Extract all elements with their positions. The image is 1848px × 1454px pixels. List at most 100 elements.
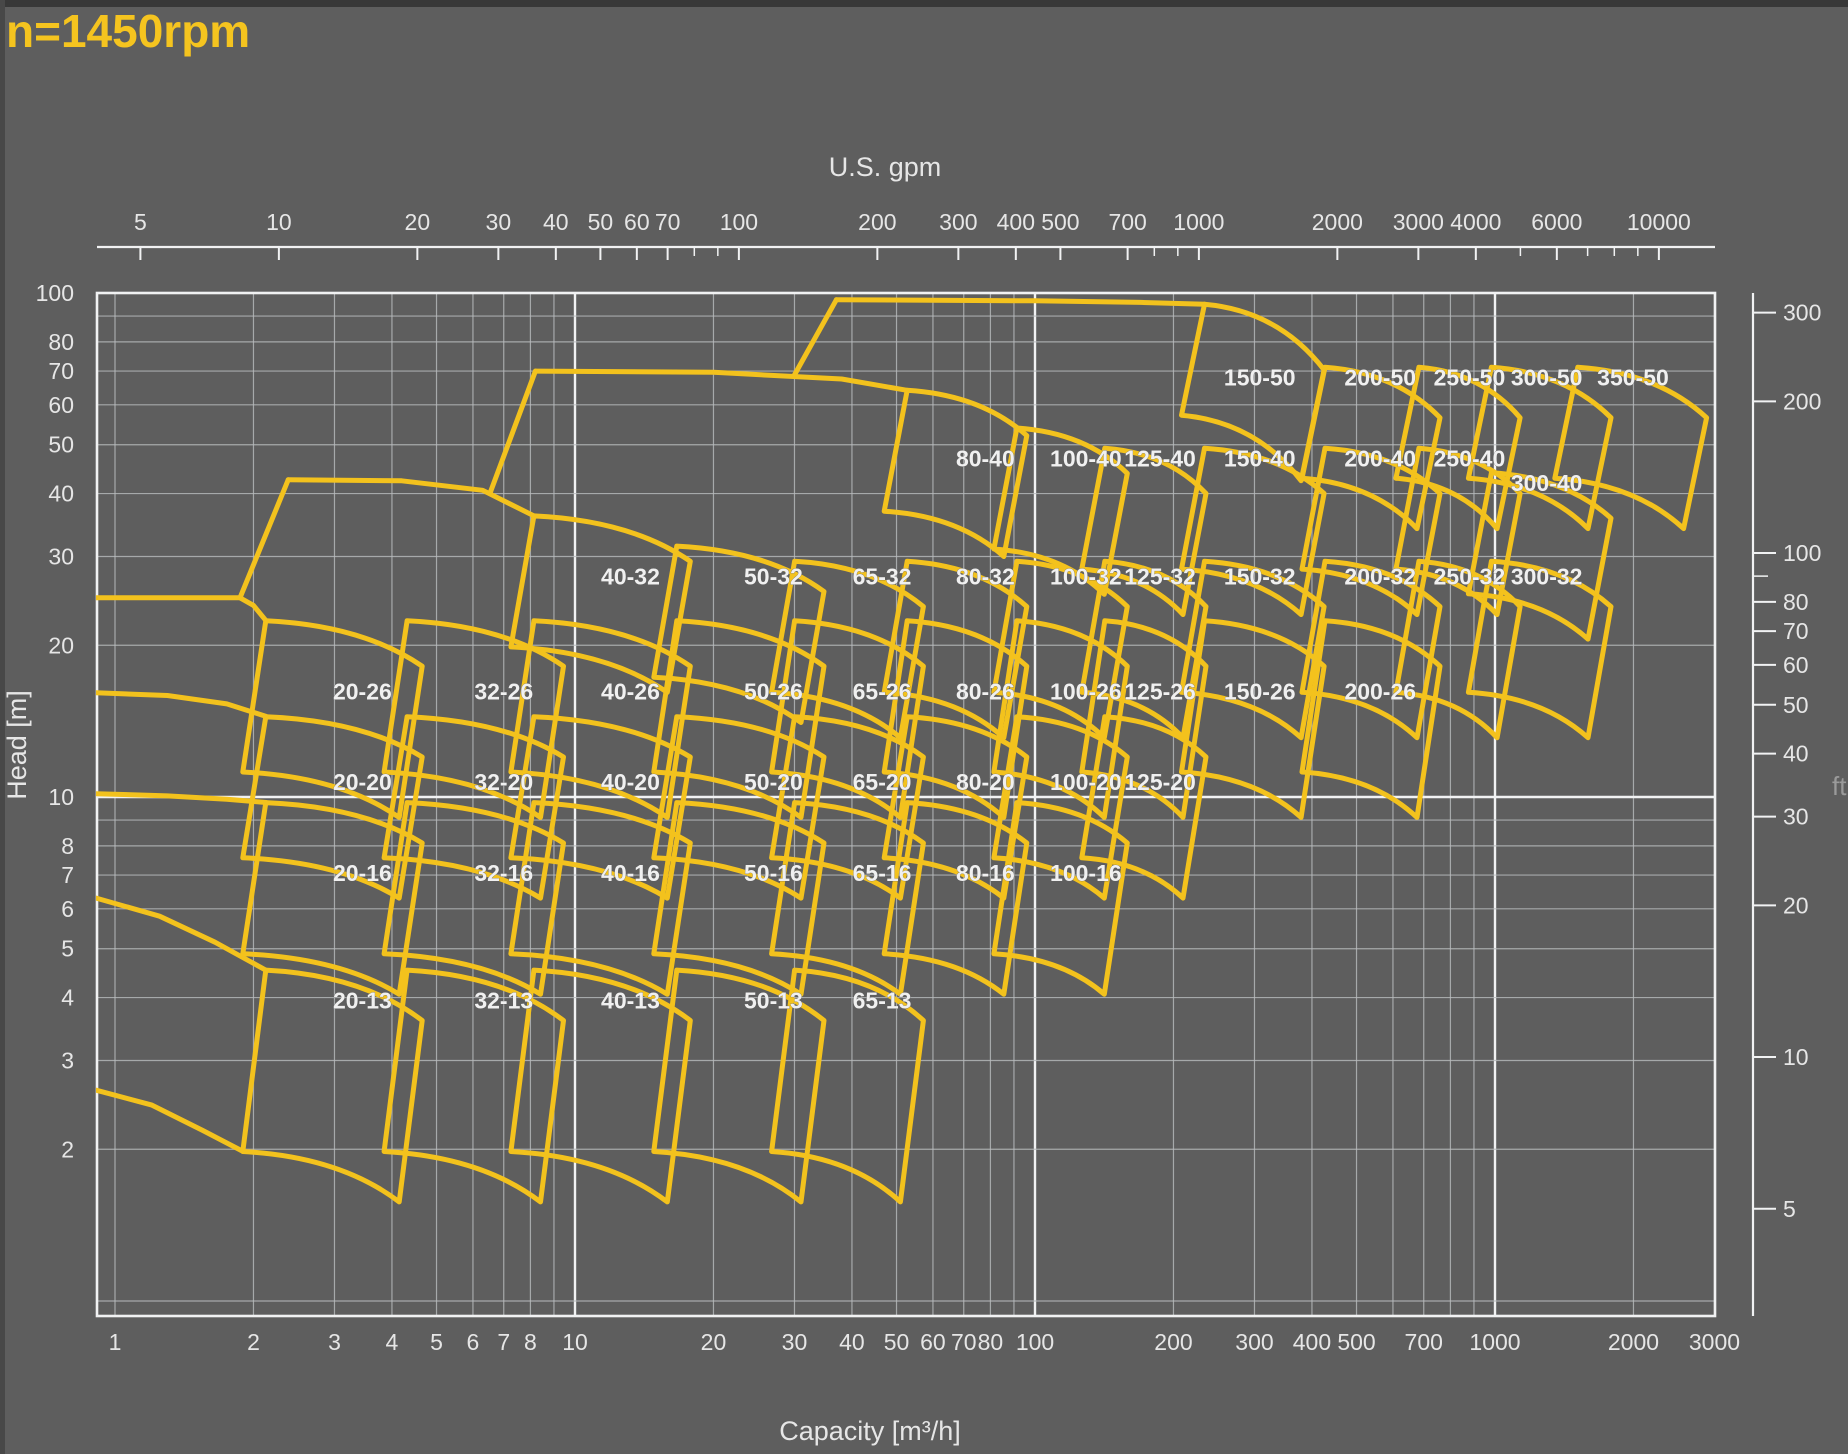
pump-tile-80-20	[881, 714, 1030, 901]
pump-row-envelope-row-32-top	[285, 477, 537, 519]
pump-tile-100-40	[991, 425, 1130, 597]
pump-tile-200-26	[1299, 618, 1443, 820]
plot-border	[95, 291, 1717, 1318]
pump-label-20-26: 20-26	[333, 678, 392, 704]
pump-tile-200-50	[1299, 364, 1443, 532]
pump-label-40-32: 40-32	[601, 563, 660, 589]
left-axis-tick-label: 3	[61, 1048, 74, 1074]
pump-row-envelope-row-13-bottom	[96, 1087, 246, 1154]
pump-label-125-20: 125-20	[1124, 769, 1196, 795]
top-axis-tick-label: 3000	[1393, 209, 1444, 235]
pump-label-300-40: 300-40	[1511, 470, 1583, 496]
bottom-axis-tick-label: 70	[951, 1329, 977, 1355]
pump-label-100-20: 100-20	[1050, 769, 1122, 795]
top-axis-tick-label: 30	[486, 209, 512, 235]
left-axis-tick-label: 5	[61, 936, 74, 962]
right-axis-tick-label: 40	[1783, 741, 1809, 767]
top-axis-tick-label: 700	[1108, 209, 1146, 235]
pump-row-envelope-row-16-top	[96, 791, 269, 805]
right-axis-tick-label: 70	[1783, 618, 1809, 644]
left-axis-tick-label: 70	[48, 358, 74, 384]
pump-label-50-13: 50-13	[744, 987, 803, 1013]
pump-tile-40-13	[508, 967, 693, 1205]
bottom-axis-tick-label: 8	[524, 1329, 537, 1355]
pump-label-32-16: 32-16	[474, 860, 533, 886]
pump-label-150-26: 150-26	[1224, 678, 1296, 704]
pump-label-65-13: 65-13	[853, 987, 912, 1013]
bottom-axis-tick-label: 400	[1293, 1329, 1331, 1355]
pump-tile-50-26	[651, 618, 827, 820]
pump-row-envelope-row-20-top	[96, 690, 269, 719]
pump-label-150-40: 150-40	[1224, 445, 1296, 471]
left-axis-tick-label: 8	[61, 833, 74, 859]
right-axis-tick-label: 10	[1783, 1044, 1809, 1070]
pump-tile-300-50	[1465, 364, 1614, 532]
pump-label-250-32: 250-32	[1434, 563, 1506, 589]
top-axis-title: U.S. gpm	[829, 152, 942, 182]
top-axis-tick-label: 400	[997, 209, 1035, 235]
pump-tile-65-16	[769, 800, 926, 997]
bottom-axis-tick-label: 30	[782, 1329, 808, 1355]
pump-label-150-50: 150-50	[1224, 364, 1296, 390]
top-axis-tick-label: 10000	[1627, 209, 1691, 235]
pump-label-20-13: 20-13	[333, 987, 392, 1013]
pump-tile-150-26	[1179, 618, 1327, 820]
pump-row-envelope-row-26-top	[96, 595, 269, 624]
pump-tile-300-32	[1465, 558, 1614, 741]
bottom-axis-tick-label: 2000	[1608, 1329, 1659, 1355]
pump-label-125-40: 125-40	[1124, 445, 1196, 471]
pump-label-200-40: 200-40	[1344, 445, 1416, 471]
pump-label-32-13: 32-13	[474, 987, 533, 1013]
bottom-axis-tick-label: 60	[920, 1329, 946, 1355]
left-axis-tick-label: 7	[61, 862, 74, 888]
right-axis-tick-label: 30	[1783, 804, 1809, 830]
bottom-axis-tick-label: 100	[1016, 1329, 1054, 1355]
screen-top-edge	[0, 0, 1848, 7]
right-axis-tick-label: 20	[1783, 892, 1809, 918]
bottom-axis-tick-label: 700	[1405, 1329, 1443, 1355]
right-axis-tick-label: 60	[1783, 652, 1809, 678]
pump-label-100-26: 100-26	[1050, 678, 1122, 704]
axes-layer: 5 10 20 30 40 50 60 70 100 200 300 400 500 700 1000 200…	[36, 209, 1822, 1355]
pump-label-125-32: 125-32	[1124, 563, 1196, 589]
right-axis-tick-label: 50	[1783, 692, 1809, 718]
pump-tile-50-32	[651, 543, 827, 725]
right-axis-tick-label: 80	[1783, 589, 1809, 615]
pump-tile-32-13	[381, 967, 566, 1205]
top-axis-tick-label: 300	[939, 209, 977, 235]
pump-label-200-32: 200-32	[1344, 563, 1416, 589]
pump-envelopes-layer	[96, 297, 1710, 1205]
pump-label-80-16: 80-16	[956, 860, 1015, 886]
top-axis-tick-label: 1000	[1173, 209, 1224, 235]
pump-tile-80-16	[881, 800, 1030, 997]
top-axis-tick-label: 50	[588, 209, 614, 235]
top-axis-tick-label: 5	[134, 209, 147, 235]
bottom-axis-tick-label: 50	[884, 1329, 910, 1355]
left-axis-tick-label: 20	[48, 632, 74, 658]
top-axis-tick-label: 2000	[1312, 209, 1363, 235]
pump-label-32-26: 32-26	[474, 678, 533, 704]
left-axis-tick-label: 4	[61, 985, 74, 1011]
right-axis-tick-label: 5	[1783, 1196, 1796, 1222]
pump-tile-80-26	[881, 618, 1030, 820]
pump-label-40-16: 40-16	[601, 860, 660, 886]
top-axis-tick-label: 500	[1041, 209, 1079, 235]
left-axis-tick-label: 100	[36, 280, 74, 306]
left-axis-tick-label: 50	[48, 432, 74, 458]
pump-row-envelope-row-40-top	[532, 368, 910, 393]
pump-tile-50-20	[651, 714, 827, 901]
left-axis-tick-label: 10	[48, 784, 74, 810]
pump-tile-125-26	[1079, 618, 1209, 820]
pump-label-65-20: 65-20	[853, 769, 912, 795]
pump-label-50-20: 50-20	[744, 769, 803, 795]
pump-tile-200-32	[1299, 558, 1443, 741]
chart-title: n=1450rpm	[6, 5, 250, 57]
pump-tile-40-20	[508, 714, 693, 901]
pump-label-300-32: 300-32	[1511, 563, 1583, 589]
left-axis-tick-label: 60	[48, 392, 74, 418]
bottom-axis-tick-label: 1	[109, 1329, 122, 1355]
pump-label-20-20: 20-20	[333, 769, 392, 795]
bottom-axis-tick-label: 40	[839, 1329, 865, 1355]
top-axis-tick-label: 40	[543, 209, 569, 235]
pump-tile-150-32	[1179, 558, 1327, 741]
